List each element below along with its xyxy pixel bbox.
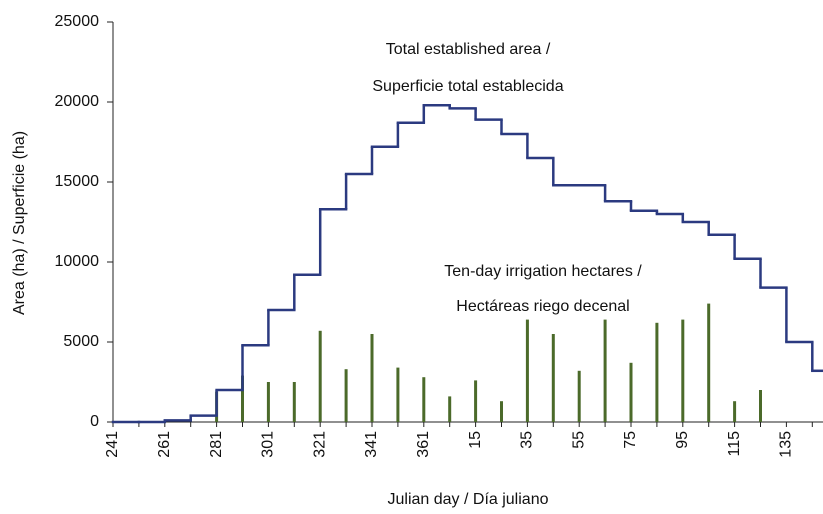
- x-tick-label: 341: [363, 431, 380, 458]
- x-tick-label: 55: [570, 431, 587, 449]
- bar: [448, 396, 452, 422]
- bar: [396, 367, 400, 422]
- x-tick-label: 95: [674, 431, 691, 449]
- bar: [603, 319, 607, 422]
- bar: [344, 369, 348, 422]
- annotation: Hectáreas riego decenal: [456, 298, 629, 315]
- y-tick-label: 5000: [63, 333, 99, 350]
- annotation: Total established area /: [386, 41, 551, 58]
- x-tick-label: 261: [156, 431, 173, 458]
- annotation: Ten-day irrigation hectares /: [444, 263, 642, 280]
- y-axis-label: Area (ha) / Superficie (ha): [11, 131, 28, 315]
- x-tick-label: 281: [208, 431, 225, 458]
- bar: [318, 330, 322, 422]
- bar: [500, 401, 503, 422]
- bar: [681, 319, 685, 422]
- bar: [577, 370, 581, 422]
- bar: [707, 303, 711, 422]
- y-tick-label: 20000: [55, 93, 100, 110]
- bar: [241, 375, 244, 422]
- annotation: Superficie total establecida: [372, 78, 563, 95]
- bar: [266, 382, 270, 422]
- bar: [655, 322, 659, 422]
- bar: [733, 401, 737, 422]
- x-tick-label: 35: [519, 431, 536, 449]
- x-tick-label: 75: [622, 431, 639, 449]
- bar: [292, 382, 296, 422]
- y-tick-label: 25000: [55, 13, 100, 30]
- bar: [525, 319, 529, 422]
- bar: [370, 334, 374, 422]
- y-tick-label: 15000: [55, 173, 100, 190]
- x-axis-label: Julian day / Día juliano: [388, 491, 549, 508]
- x-tick-label: 15: [467, 431, 484, 449]
- y-tick-label: 0: [90, 413, 99, 430]
- x-tick-label: 135: [778, 431, 795, 458]
- x-tick-label: 301: [260, 431, 277, 458]
- x-tick-label: 361: [415, 431, 432, 458]
- bar: [474, 380, 478, 422]
- x-tick-label: 241: [104, 431, 121, 458]
- bar: [629, 362, 633, 422]
- bar: [551, 334, 555, 422]
- bar: [759, 390, 762, 422]
- y-tick-label: 10000: [55, 253, 100, 270]
- x-tick-label: 321: [311, 431, 328, 458]
- bar: [422, 377, 426, 422]
- x-tick-label: 115: [726, 431, 743, 457]
